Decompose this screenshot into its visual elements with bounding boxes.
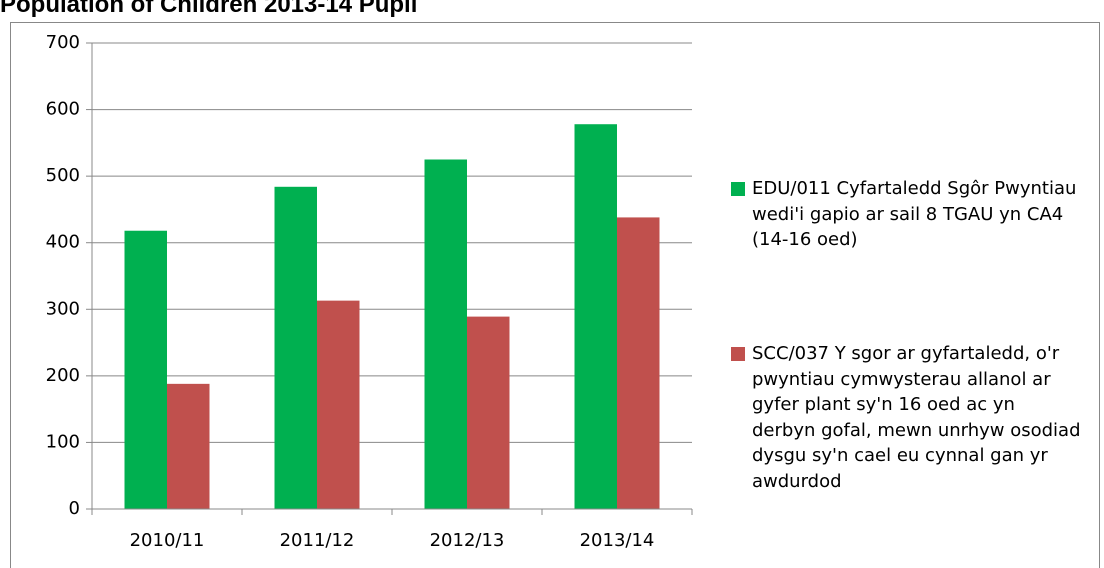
bar [467, 316, 510, 509]
legend-swatch [731, 347, 745, 361]
bar [617, 217, 660, 509]
y-tick-label: 200 [46, 365, 80, 386]
x-tick-label: 2010/11 [130, 530, 205, 551]
y-tick-label: 100 [46, 431, 80, 452]
bar [124, 230, 167, 509]
legend-label: SCC/037 Y sgor ar gyfartaledd, o'r pwynt… [752, 343, 1081, 492]
y-tick-label: 500 [46, 165, 80, 186]
y-tick-label: 400 [46, 232, 80, 253]
y-tick-label: 600 [46, 99, 80, 120]
x-tick-label: 2013/14 [580, 530, 655, 551]
bar [274, 186, 317, 509]
bar [317, 300, 360, 509]
y-tick-label: 300 [46, 298, 80, 319]
bar [574, 124, 617, 510]
chart-frame [10, 22, 1100, 568]
legend-label: EDU/011 Cyfartaledd Sgôr Pwyntiau wedi'i… [752, 178, 1077, 250]
x-tick-label: 2011/12 [280, 530, 355, 551]
bar [424, 159, 467, 509]
legend-entry: EDU/011 Cyfartaledd Sgôr Pwyntiau wedi'i… [731, 176, 1081, 253]
chart-title: Population of Children 2013-14 Pupil [0, 0, 418, 18]
bar [167, 383, 210, 509]
legend-entry: SCC/037 Y sgor ar gyfartaledd, o'r pwynt… [731, 341, 1081, 494]
y-tick-label: 0 [69, 498, 80, 519]
legend-swatch [731, 182, 745, 196]
y-tick-label: 700 [46, 32, 80, 53]
x-tick-label: 2012/13 [430, 530, 505, 551]
